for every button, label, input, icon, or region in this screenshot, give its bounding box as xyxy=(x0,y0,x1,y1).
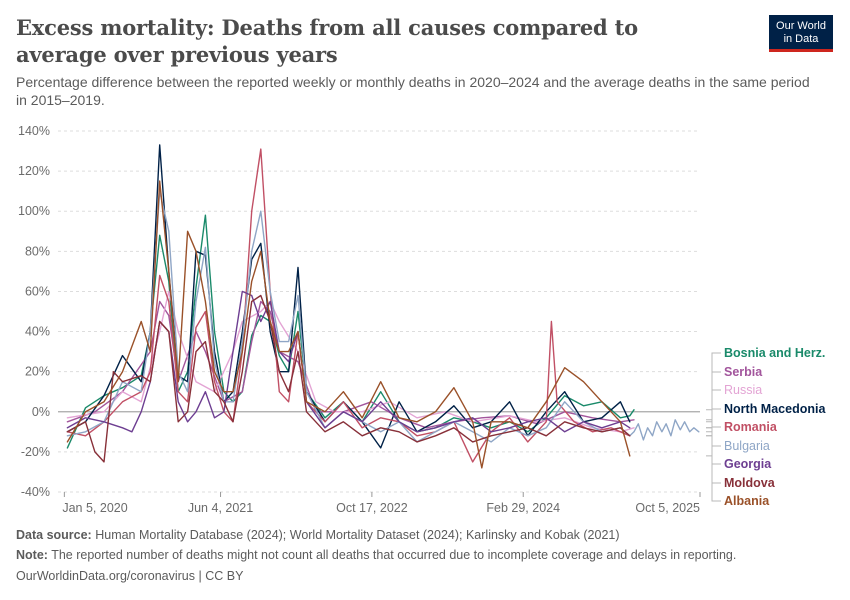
y-tick-label: 60% xyxy=(25,284,50,298)
series-line-moldova[interactable] xyxy=(66,294,631,463)
legend-label[interactable]: Albania xyxy=(724,494,770,508)
data-source: Data source: Human Mortality Database (2… xyxy=(16,528,620,542)
x-tick-label: Feb 29, 2024 xyxy=(486,501,560,515)
legend-connector xyxy=(706,455,721,502)
y-tick-label: 120% xyxy=(18,164,50,178)
logo-line-2: in Data xyxy=(783,33,819,45)
legend-label[interactable]: Serbia xyxy=(724,365,763,379)
y-tick-label: 140% xyxy=(18,124,50,138)
y-tick-label: 100% xyxy=(18,204,50,218)
source-label: Data source: xyxy=(16,528,92,542)
legend-label[interactable]: Bosnia and Herz. xyxy=(724,346,825,360)
series-line-north-macedonia[interactable] xyxy=(66,144,631,449)
chart-subtitle: Percentage difference between the report… xyxy=(16,74,810,108)
legend-label[interactable]: Russia xyxy=(724,383,762,397)
y-tick-label: 40% xyxy=(25,325,50,339)
x-tick-labels: Jan 5, 2020 Jun 4, 2021 Oct 17, 2022 Feb 29… xyxy=(62,492,701,515)
chart-title: Excess mortality: Deaths from all causes… xyxy=(16,15,638,67)
x-tick-label: Jun 4, 2021 xyxy=(188,501,253,515)
legend-label[interactable]: Moldova xyxy=(724,476,776,490)
legend-connector xyxy=(706,435,721,484)
x-tick-label: Oct 17, 2022 xyxy=(336,501,408,515)
y-tick-label: 20% xyxy=(25,365,50,379)
y-tick-label: 80% xyxy=(25,244,50,258)
logo-line-1: Our World xyxy=(776,20,826,32)
y-tick-labels: -40% -20% 0% 20% 40% 60% 80% 100% 120% 140% xyxy=(18,124,50,499)
series-line-bulgaria[interactable] xyxy=(66,190,700,443)
y-tick-label: -40% xyxy=(21,485,50,499)
note-text: The reported number of deaths might not … xyxy=(51,548,737,562)
chart-note: Note: The reported number of deaths migh… xyxy=(16,548,736,562)
y-tick-label: -20% xyxy=(21,445,50,459)
series-line-romania[interactable] xyxy=(66,148,631,463)
series-line-russia[interactable] xyxy=(66,290,635,433)
series-lines xyxy=(66,144,700,469)
owid-logo[interactable]: Our World in Data xyxy=(769,15,833,52)
credit-link[interactable]: OurWorldinData.org/coronavirus | CC BY xyxy=(16,569,244,583)
legend-connector xyxy=(706,408,721,423)
legend-label[interactable]: Bulgaria xyxy=(724,439,770,453)
y-gridlines xyxy=(58,130,700,493)
legend-label[interactable]: Romania xyxy=(724,420,778,434)
series-line-albania[interactable] xyxy=(66,180,631,469)
legend-label[interactable]: Georgia xyxy=(724,457,772,471)
y-tick-label: 0% xyxy=(32,405,50,419)
line-chart: -40% -20% 0% 20% 40% 60% 80% 100% 120% 140% Jan 5… xyxy=(18,124,826,515)
legend[interactable]: Bosnia and Herz. Serbia Russia North Macedo… xyxy=(706,346,826,508)
legend-connector xyxy=(706,431,721,447)
legend-connector xyxy=(706,371,721,421)
source-text: Human Mortality Database (2024); World M… xyxy=(95,528,620,542)
x-tick-label: Jan 5, 2020 xyxy=(62,501,127,515)
note-label: Note: xyxy=(16,548,48,562)
legend-connector xyxy=(706,352,721,411)
legend-label[interactable]: North Macedonia xyxy=(724,402,826,416)
x-tick-label: Oct 5, 2025 xyxy=(635,501,700,515)
